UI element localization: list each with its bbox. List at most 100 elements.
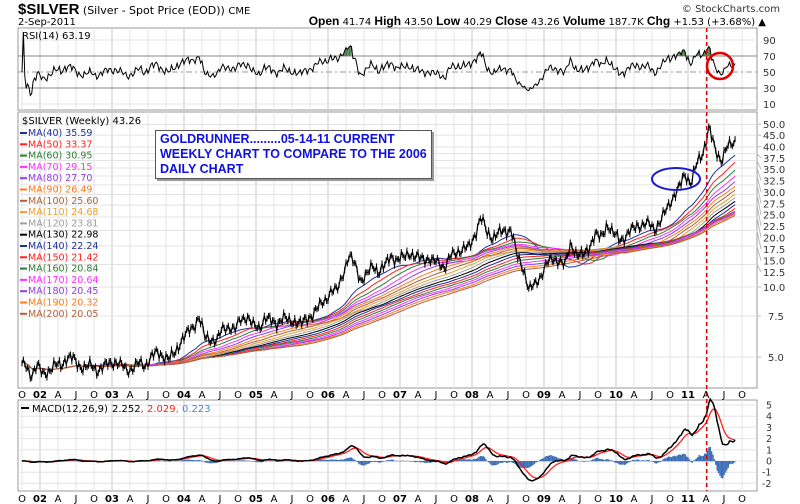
macd-histogram-bar [697,457,699,462]
ma-legend-label: MA(70) 29.15 [28,162,92,173]
macd-histogram-bar [380,461,382,463]
macd-histogram-bar [632,459,634,462]
macd-histogram-bar [200,460,202,462]
macd-histogram-bar [614,461,616,463]
price-tick-label: 17.5 [763,245,785,256]
macd-histogram-bar [320,459,322,462]
low-label: Low [436,14,461,28]
macd-histogram-bar [180,460,183,462]
macd-histogram-bar [223,460,225,462]
macd-histogram-bar [345,458,347,462]
annotation-line: GOLDRUNNER.........05-14-11 CURRENT [160,132,395,146]
macd-histogram-bar [625,461,627,465]
macd-histogram-bar [330,459,332,462]
macd-histogram-bar [195,460,198,462]
macd-histogram-bar [206,461,209,463]
macd-histogram-bar [428,461,430,463]
x-tick-label: 11 [681,494,695,504]
price-tick-label: 20.0 [763,234,785,245]
macd-histogram-bar [475,458,477,462]
macd-histogram-bar [359,461,361,465]
macd-histogram-bar [529,461,531,467]
macd-histogram-bar [734,461,736,462]
ma-legend-label: MA(130) 22.98 [28,230,98,241]
x-tick-label: 03 [105,494,119,504]
macd-histogram-bar [493,461,495,466]
macd-histogram-bar [508,461,511,463]
macd-histogram-bar [197,459,199,462]
macd-histogram-bar [476,457,479,462]
x-tick-label: 07 [393,494,407,504]
macd-histogram-bar [524,461,526,468]
macd-histogram-bar [479,455,482,462]
price-tick-label: 15.0 [763,257,785,268]
ma-legend-label: MA(120) 23.81 [28,218,98,229]
macd-histogram-bar [346,458,349,462]
price-tick-leader [756,194,762,215]
x-tick-label: A [127,494,134,504]
x-tick-label: A [415,494,422,504]
x-tick-label: J [74,494,78,504]
price-tick-label: 25.0 [763,211,785,222]
macd-histogram-bar [619,461,621,465]
macd-histogram-bar [645,460,648,462]
macd-histogram-bar [255,461,257,463]
price-tick-label: 7.5 [768,312,784,323]
macd-histogram-bar [213,461,216,464]
macd-histogram-bar [542,458,544,462]
x-tick-label: J [506,494,510,504]
macd-tick-label: 5 [766,401,772,412]
macd-histogram-bar [731,461,734,464]
macd-histogram-bar [518,461,520,467]
price-tick-leader [756,245,762,261]
x-tick-label: 07 [393,390,407,401]
annotation-line: WEEKLY CHART TO COMPARE TO THE 2006 [160,147,427,161]
macd-histogram-bar [371,461,374,462]
macd-histogram-bar [319,459,321,462]
macd-histogram-bar [634,460,637,462]
x-tick-label: J [362,494,366,504]
open-value: 41.74 [342,17,372,28]
macd-histogram-bar [400,460,403,462]
macd-histogram-bar [242,460,245,462]
x-tick-label: O [594,390,602,401]
x-tick-label: J [290,494,294,504]
macd-histogram-bar [522,461,525,469]
macd-histogram-bar [514,461,516,464]
x-tick-label: J [146,494,150,504]
macd-histogram-bar [637,459,639,462]
macd-histogram-bar [543,457,545,462]
macd-histogram-bar [339,459,342,462]
x-tick-label: O [594,494,602,504]
ma-legend-label: MA(60) 30.95 [28,151,92,162]
macd-histogram-bar [198,460,201,462]
x-tick-label: O [450,390,458,401]
macd-histogram-bar [188,459,191,462]
macd-histogram-bar [370,461,372,463]
x-tick-label: 09 [537,494,551,504]
macd-histogram-bar [722,461,724,479]
x-tick-label: A [127,390,134,401]
macd-histogram-bar [679,454,681,462]
ma-legend-label: MA(150) 21.42 [28,252,98,263]
x-tick-label: J [434,494,438,504]
macd-histogram-bar [378,461,381,463]
macd-histogram-bar [334,459,336,462]
x-tick-label: A [271,494,278,504]
x-tick-label: J [578,390,582,401]
macd-histogram-bar [416,461,418,463]
macd-histogram-bar [478,456,480,462]
ma-legend-label: MA(110) 24.68 [28,207,98,218]
x-tick-label: O [18,390,26,401]
macd-histogram-bar [158,460,160,462]
macd-histogram-bar [591,459,594,462]
x-tick-label: 06 [321,494,335,504]
macd-histogram-bar [503,461,505,463]
macd-histogram-bar [648,460,651,462]
x-tick-label: A [487,494,494,504]
macd-histogram-bar [341,459,343,462]
x-tick-label: J [722,494,726,504]
x-tick-label: A [703,494,710,504]
macd-histogram-bar [382,461,385,462]
